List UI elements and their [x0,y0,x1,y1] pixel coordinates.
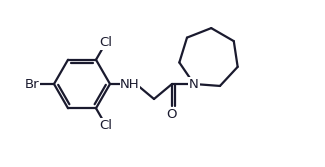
Text: N: N [189,77,199,91]
Text: O: O [167,108,177,121]
Text: Br: Br [25,77,39,91]
Text: Cl: Cl [99,119,112,132]
Text: Cl: Cl [99,36,112,49]
Text: NH: NH [120,77,140,91]
Text: N: N [189,77,199,91]
